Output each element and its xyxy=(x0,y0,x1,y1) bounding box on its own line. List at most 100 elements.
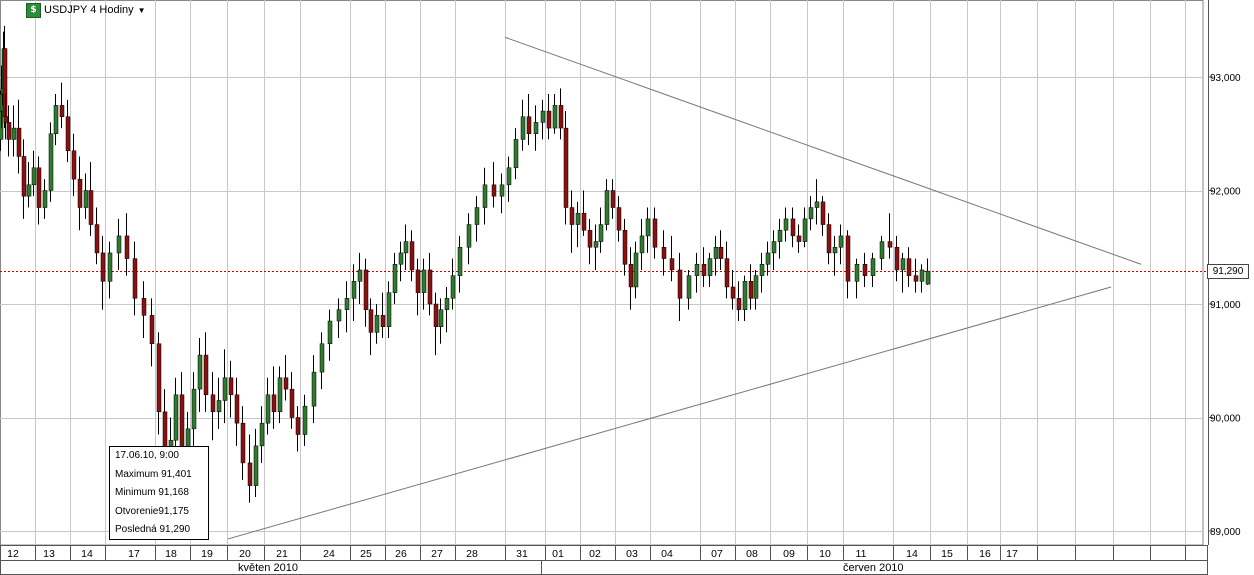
candle-body xyxy=(838,235,844,248)
candle-body xyxy=(222,377,228,401)
day-label: 31 xyxy=(516,548,528,560)
day-label: 15 xyxy=(941,548,953,560)
candle-body xyxy=(474,207,480,225)
candle-body xyxy=(581,212,587,231)
candle-body xyxy=(191,388,197,430)
candle-body xyxy=(31,167,37,186)
candle-body xyxy=(265,394,271,424)
candle-body xyxy=(444,298,450,310)
trendline-upper-resistance[interactable] xyxy=(504,36,1142,265)
candle-body xyxy=(336,309,342,322)
candle-body xyxy=(925,270,931,285)
info-last: Posledná 91,290 xyxy=(115,524,191,536)
candle-body xyxy=(421,269,427,293)
chart-icon: $ xyxy=(26,2,41,18)
candle-body xyxy=(513,139,519,169)
candle-body xyxy=(327,320,333,344)
candle-body xyxy=(686,275,692,299)
day-label: 04 xyxy=(661,548,673,560)
trendline-lower-support[interactable] xyxy=(227,286,1112,540)
candle-body xyxy=(587,229,593,248)
candle-body xyxy=(156,343,162,413)
candle-body xyxy=(736,298,742,310)
candle-body xyxy=(415,269,421,293)
day-label: 20 xyxy=(239,548,251,560)
candle-body xyxy=(913,275,919,282)
candle-body xyxy=(228,377,234,396)
candle-body xyxy=(661,247,667,259)
candle-body xyxy=(742,281,748,310)
candle-body xyxy=(575,212,581,225)
day-label: 14 xyxy=(906,548,918,560)
candle-body xyxy=(730,286,736,299)
candle-body xyxy=(887,241,893,248)
candle-body xyxy=(277,377,283,413)
candle-body xyxy=(259,422,265,447)
candle-body xyxy=(466,224,472,248)
candle-body xyxy=(783,218,789,231)
candle-body xyxy=(610,190,616,208)
candle-body xyxy=(386,292,392,327)
dropdown-caret-icon[interactable]: ▼ xyxy=(137,5,146,15)
candle-body xyxy=(433,303,439,327)
day-label: 27 xyxy=(431,548,443,560)
candle-body xyxy=(563,127,569,208)
candle-body xyxy=(707,258,713,276)
candle-body xyxy=(616,207,622,231)
candle-body xyxy=(283,377,289,390)
candle-body xyxy=(808,207,814,220)
month-label-may: květen 2010 xyxy=(238,562,298,574)
current-price-label: 91,290 xyxy=(1207,264,1249,279)
candle-body xyxy=(870,258,876,276)
day-label: 09 xyxy=(783,548,795,560)
day-label: 21 xyxy=(276,548,288,560)
candle-body xyxy=(506,167,512,186)
info-datetime: 17.06.10, 9:00 xyxy=(115,450,179,461)
candle-body xyxy=(558,105,564,129)
day-label: 16 xyxy=(979,548,991,560)
candle-body xyxy=(759,264,765,276)
candle-body xyxy=(6,122,12,140)
day-label: 24 xyxy=(323,548,335,560)
candle-body xyxy=(604,190,610,225)
candle-body xyxy=(234,394,240,424)
candle-body xyxy=(344,298,350,310)
candle-body xyxy=(302,405,308,435)
instrument-selector[interactable]: $ USDJPY 4 Hodiny ▼ xyxy=(26,2,146,18)
day-label: 12 xyxy=(7,548,19,560)
month-label-june: červen 2010 xyxy=(843,562,904,574)
candle-body xyxy=(409,241,415,271)
candle-body xyxy=(724,258,730,288)
candle-body xyxy=(253,445,259,486)
candle-body xyxy=(645,218,651,237)
candle-layer xyxy=(0,25,931,526)
candle-body xyxy=(862,264,868,276)
candle-body xyxy=(77,178,83,208)
candle-body xyxy=(357,269,363,282)
day-label: 08 xyxy=(746,548,758,560)
candle-body xyxy=(363,269,369,310)
candle-body xyxy=(628,264,634,288)
candle-body xyxy=(53,105,59,134)
candle-body xyxy=(3,116,9,123)
candle-body xyxy=(289,388,295,418)
candle-body xyxy=(753,275,759,299)
candle-body xyxy=(796,235,802,242)
day-label: 19 xyxy=(201,548,213,560)
day-label: 13 xyxy=(43,548,55,560)
candle-body xyxy=(351,281,357,299)
day-label: 28 xyxy=(466,548,478,560)
candle-body xyxy=(499,184,505,197)
candle-body xyxy=(438,309,444,327)
candle-body xyxy=(771,241,777,254)
candle-body xyxy=(765,252,771,265)
day-label: 02 xyxy=(589,548,601,560)
candle-body xyxy=(677,269,683,299)
candle-body xyxy=(380,315,386,327)
candle-body xyxy=(906,258,912,276)
candle-body xyxy=(179,394,185,452)
candle-body xyxy=(83,190,89,208)
